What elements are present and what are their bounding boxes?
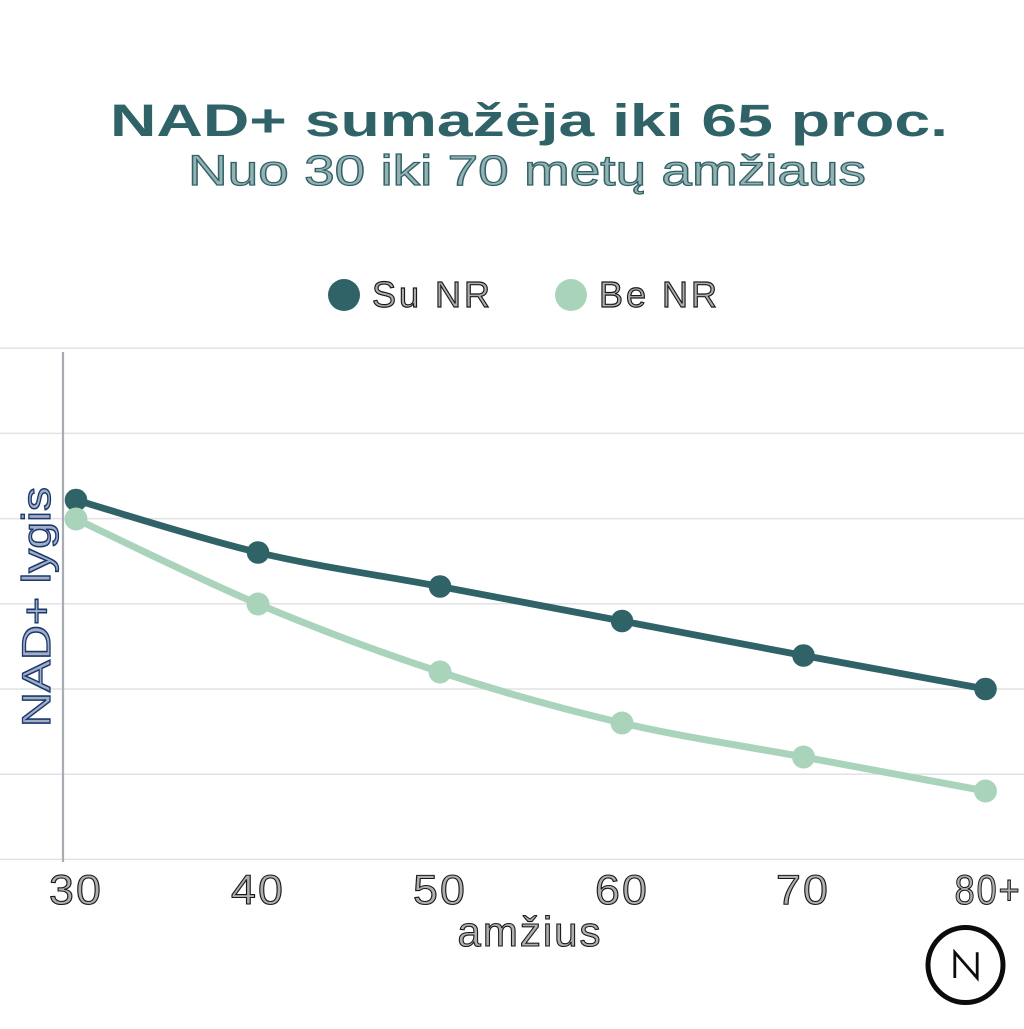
svg-text:Nuo 30 iki 70 metų amžiaus: Nuo 30 iki 70 metų amžiaus: [188, 147, 866, 195]
svg-text:40: 40: [231, 866, 285, 913]
svg-text:80+: 80+: [955, 866, 1022, 913]
svg-text:NAD+ sumažėja iki 65 proc.: NAD+ sumažėja iki 65 proc.: [110, 95, 948, 146]
svg-text:30: 30: [49, 866, 103, 913]
svg-text:NAD+ lygis: NAD+ lygis: [15, 487, 59, 727]
svg-text:Su NR: Su NR: [372, 274, 493, 315]
svg-text:Be NR: Be NR: [599, 274, 720, 315]
svg-text:50: 50: [413, 866, 467, 913]
svg-text:70: 70: [776, 866, 830, 913]
svg-text:60: 60: [595, 866, 649, 913]
svg-text:amžius: amžius: [457, 908, 602, 955]
